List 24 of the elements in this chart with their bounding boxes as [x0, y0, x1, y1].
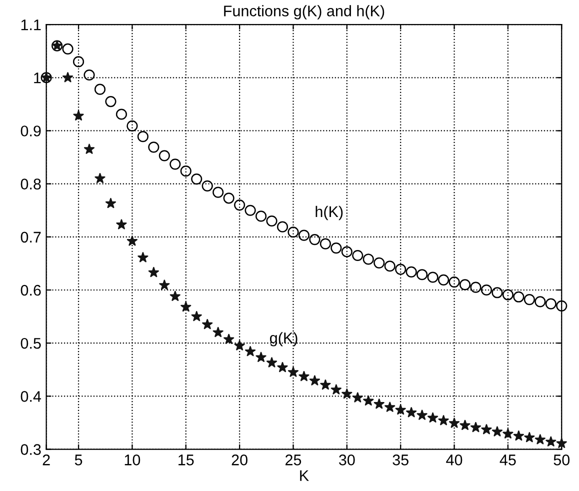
x-axis-title: K	[300, 470, 309, 481]
y-tick-label: 0.4	[20, 391, 42, 402]
y-tick-label: 0.3	[20, 444, 41, 455]
y-tick-label: 0.9	[20, 126, 41, 136]
x-tick-label: 40	[446, 454, 462, 466]
y-tick-label: 0.8	[20, 178, 41, 190]
x-tick-label: 5	[74, 454, 82, 466]
x-tick-label: 15	[178, 454, 194, 466]
y-tick-label: 0.5	[20, 338, 41, 349]
x-tick-label: 25	[286, 454, 302, 466]
y-tick-label: 1	[34, 72, 41, 84]
x-tick-label: 10	[124, 454, 140, 466]
series-label: h(K)	[316, 206, 343, 220]
x-tick-label: 45	[500, 454, 516, 466]
x-tick-label: 2	[42, 454, 50, 466]
series-label: g(K)	[270, 332, 298, 346]
y-tick-label: 0.7	[20, 232, 41, 243]
x-tick-label: 20	[232, 454, 248, 466]
x-tick-label: 50	[554, 454, 570, 466]
y-tick-label: 0.6	[20, 284, 41, 296]
x-tick-label: 30	[339, 454, 355, 466]
chart-title: Functions g(K) and h(K)	[224, 5, 384, 20]
x-tick-label: 35	[392, 454, 408, 466]
y-tick-label: 1.1	[21, 20, 41, 30]
